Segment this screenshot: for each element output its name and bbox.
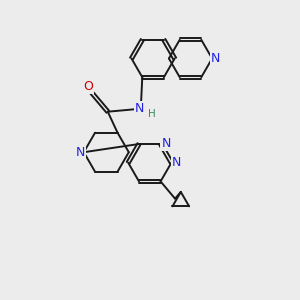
Text: N: N	[161, 137, 171, 151]
Text: N: N	[76, 146, 85, 159]
Text: H: H	[148, 109, 156, 119]
Text: N: N	[172, 156, 182, 169]
Text: O: O	[83, 80, 93, 93]
Text: N: N	[135, 102, 144, 115]
Text: N: N	[211, 52, 220, 65]
